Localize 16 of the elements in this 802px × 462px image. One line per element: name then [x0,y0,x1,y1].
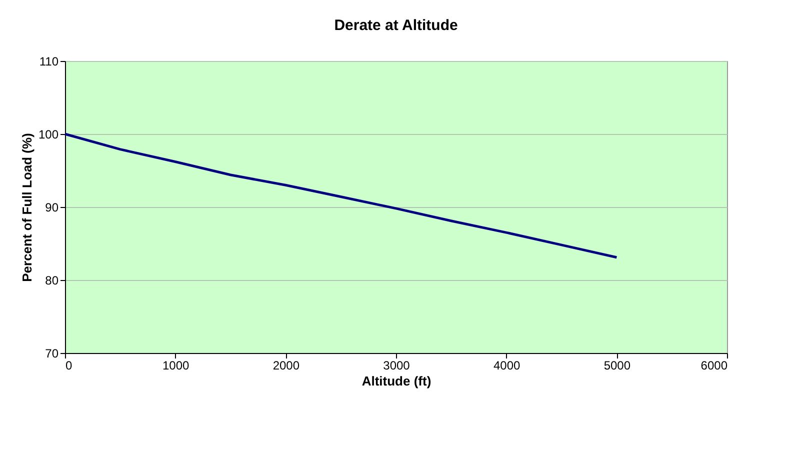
y-axis-title: Percent of Full Load (%) [19,133,34,282]
x-tick-label: 1000 [162,358,190,372]
x-tick-label: 3000 [383,358,410,372]
x-tick-label: 2000 [272,358,300,372]
x-axis-title: Altitude (ft) [362,374,432,388]
y-tick-label: 80 [45,274,59,288]
x-tick-label: 6000 [700,358,728,372]
y-tick-label: 110 [39,54,59,68]
x-tick-label: 0 [66,358,72,372]
chart-title: Derate at Altitude [334,17,458,34]
y-tick-label: 90 [45,200,59,214]
x-tick-label: 5000 [604,358,631,372]
line-series [64,132,618,259]
y-tick-label: 100 [38,128,59,142]
x-tick-label: 4000 [493,358,521,372]
y-tick-label: 70 [45,346,59,360]
